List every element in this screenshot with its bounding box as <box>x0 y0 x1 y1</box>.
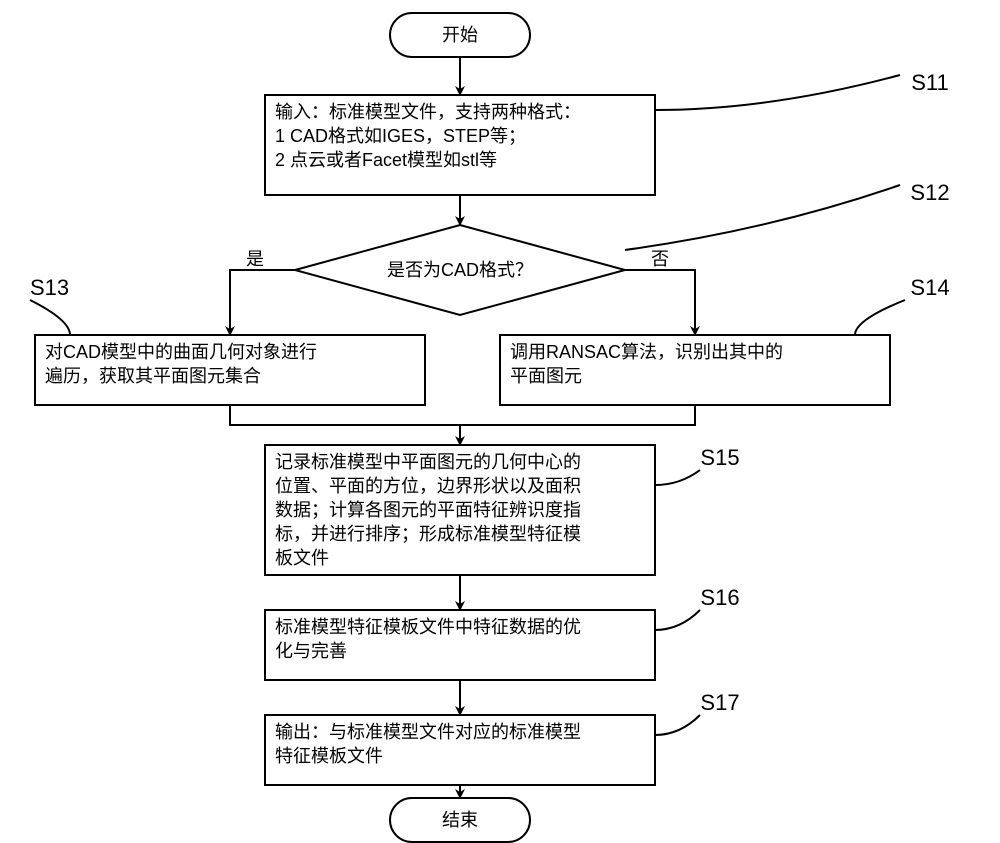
s11-line-0: 输入：标准模型文件，支持两种格式： <box>275 102 581 122</box>
s12-label: 是否为CAD格式？ <box>387 260 533 280</box>
s11-line-2: 2 点云或者Facet模型如stl等 <box>275 150 497 170</box>
s15-line-4: 板文件 <box>275 548 329 568</box>
callout-leader-6 <box>655 715 700 735</box>
start-label: 开始 <box>442 25 478 45</box>
s15-line-2: 数据；计算各图元的平面特征辨识度指 <box>275 500 581 520</box>
s14-line-1: 平面图元 <box>510 366 582 386</box>
s14-line-0: 调用RANSAC算法，识别出其中的 <box>510 342 783 362</box>
s11-line-1: 1 CAD格式如IGES，STEP等； <box>275 126 526 146</box>
s13-line-0: 对CAD模型中的曲面几何对象进行 <box>45 342 317 362</box>
s15-line-1: 位置、平面的方位，边界形状以及面积 <box>275 476 581 496</box>
callout-label-S11: S11 <box>911 70 949 95</box>
callout-leader-1 <box>625 185 900 250</box>
callout-label-S13: S13 <box>30 275 69 300</box>
s13-line-1: 遍历，获取其平面图元集合 <box>45 366 261 386</box>
callout-leader-0 <box>655 75 900 110</box>
callout-leader-3 <box>855 300 905 335</box>
edge-label-3: 否 <box>651 249 669 269</box>
edge-4 <box>230 405 460 425</box>
callout-label-S14: S14 <box>910 275 949 300</box>
s15-line-0: 记录标准模型中平面图元的几何中心的 <box>275 452 581 472</box>
edge-5 <box>460 405 695 425</box>
edge-label-2: 是 <box>246 249 264 269</box>
callout-label-S17: S17 <box>700 690 739 715</box>
callout-label-S12: S12 <box>910 180 949 205</box>
callout-leader-2 <box>30 300 70 335</box>
callout-label-S16: S16 <box>700 585 739 610</box>
s16-line-0: 标准模型特征模板文件中特征数据的优 <box>275 617 581 637</box>
edge-3 <box>625 270 695 335</box>
s17-line-0: 输出：与标准模型文件对应的标准模型 <box>275 722 581 742</box>
callout-leader-5 <box>655 610 700 630</box>
flowchart-canvas: 开始输入：标准模型文件，支持两种格式： 1 CAD格式如IGES，STEP等； 2 … <box>0 0 1000 843</box>
edge-2 <box>230 270 295 335</box>
s16-line-1: 化与完善 <box>275 641 347 661</box>
callout-label-S15: S15 <box>700 445 739 470</box>
s15-line-3: 标，并进行排序；形成标准模型特征模 <box>275 524 581 544</box>
end-label: 结束 <box>442 810 478 830</box>
s17-line-1: 特征模板文件 <box>275 746 383 766</box>
callout-leader-4 <box>655 470 700 485</box>
